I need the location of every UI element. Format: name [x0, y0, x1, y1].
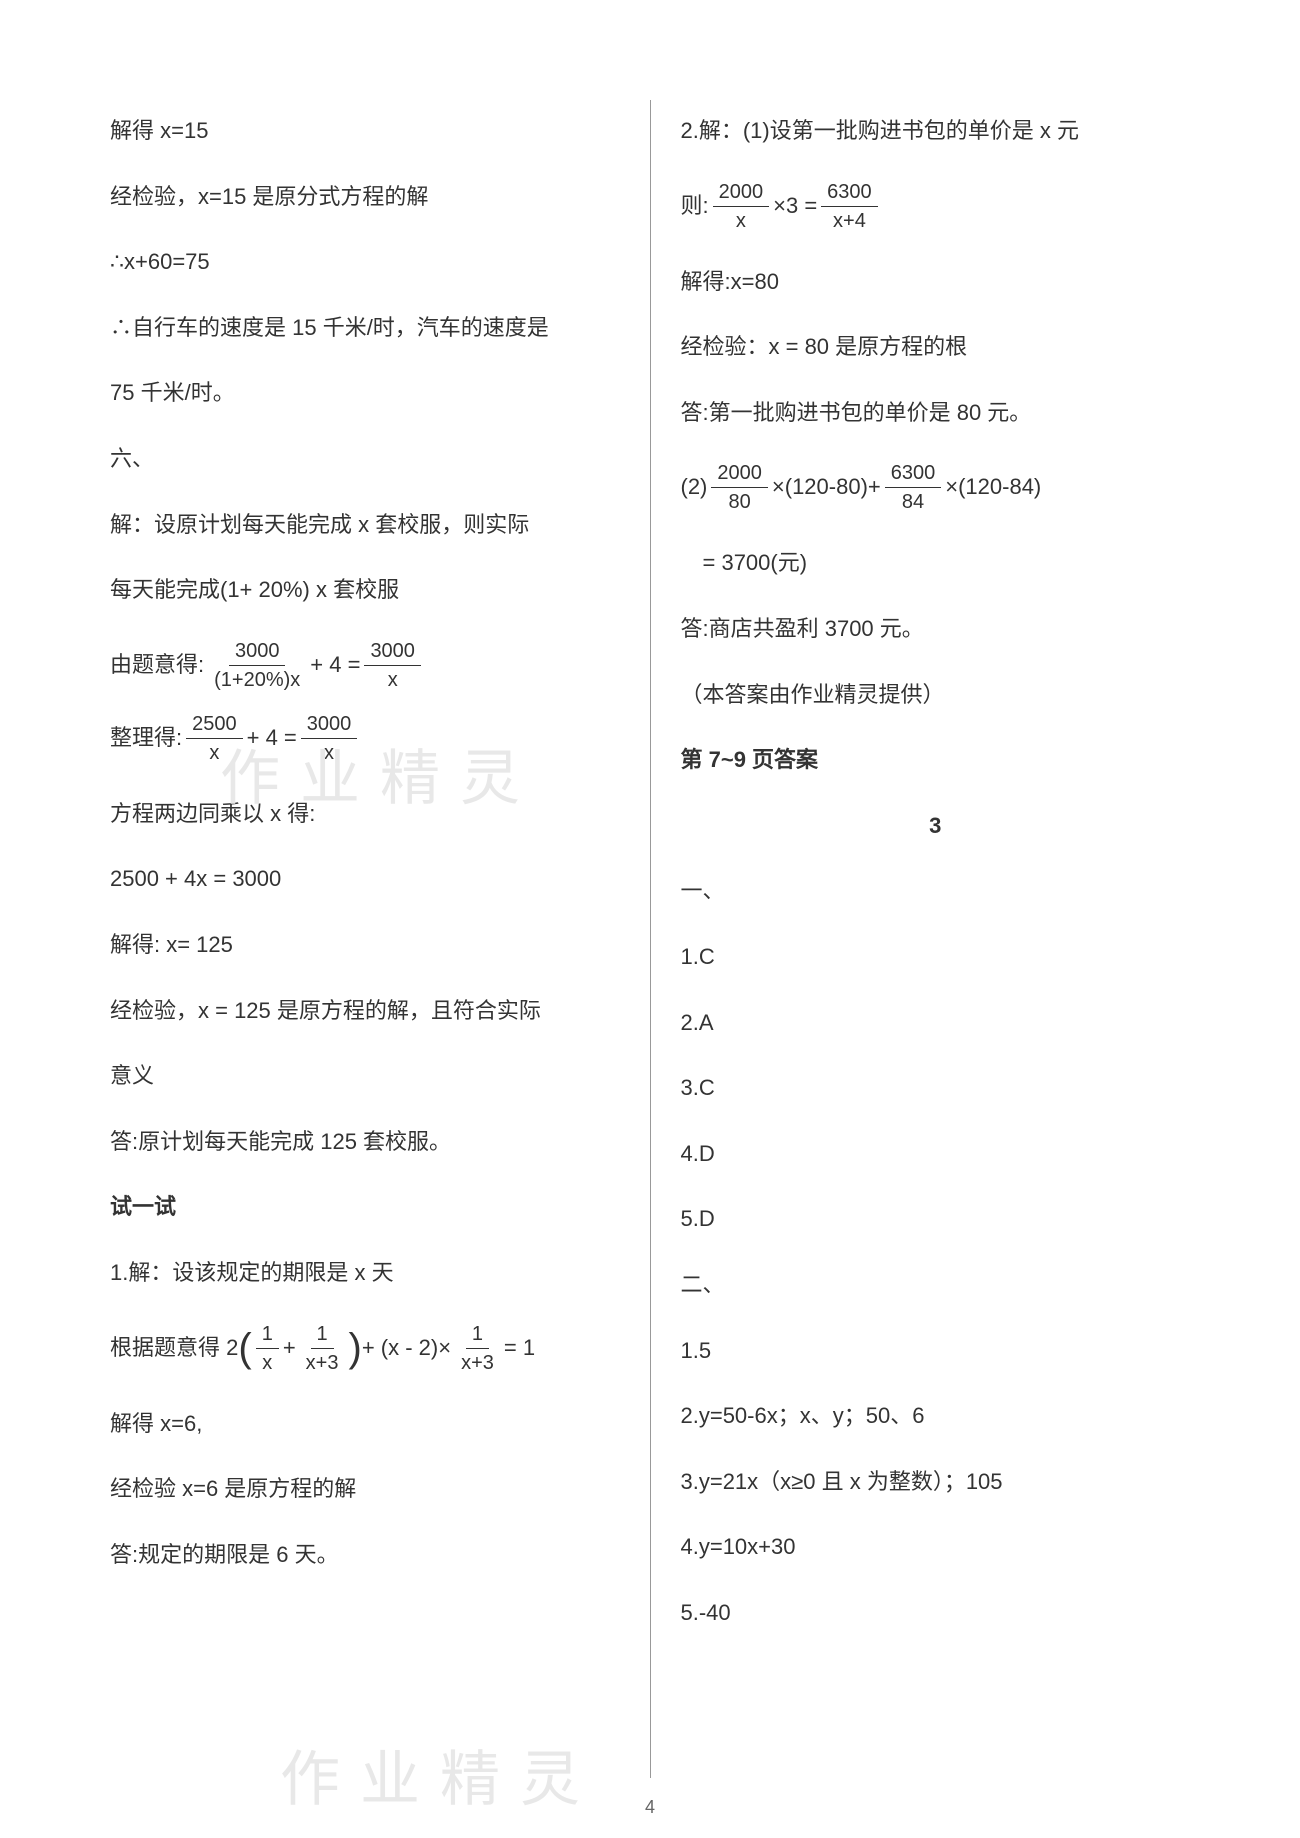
content-columns: 解得 x=15 经检验，x=15 是原分式方程的解 ∴x+60=75 ∴自行车的…: [80, 100, 1220, 1778]
text-line: 经检验 x=6 是原方程的解: [110, 1458, 620, 1520]
formula-text: ×(120-84): [945, 472, 1041, 503]
formula: 整理得: 2500 x + 4 = 3000 x: [110, 710, 620, 767]
text-line: （本答案由作业精灵提供）: [681, 664, 1191, 726]
formula-prefix: (2): [681, 472, 708, 503]
text-line: 2.解：(1)设第一批购进书包的单价是 x 元: [681, 100, 1191, 162]
formula-prefix: 整理得:: [110, 723, 182, 754]
numerator: 1: [311, 1320, 334, 1349]
text-line: 答:规定的期限是 6 天。: [110, 1524, 620, 1586]
formula-prefix: 根据题意得 2: [110, 1333, 238, 1364]
text-line: 解得:x=80: [681, 251, 1191, 313]
fraction: 1 x: [256, 1320, 279, 1377]
text-line: 3.y=21x（x≥0 且 x 为整数）；105: [681, 1451, 1191, 1513]
text-line: 1.解：设该规定的期限是 x 天: [110, 1242, 620, 1304]
numerator: 3000: [301, 710, 358, 739]
text-line: 1.C: [681, 926, 1191, 988]
text-line: 2500 + 4x = 3000: [110, 848, 620, 910]
text-line: = 3700(元): [681, 532, 1191, 594]
formula-text: +: [283, 1333, 296, 1364]
formula-text: ×(120-80)+: [772, 472, 881, 503]
text-line: 每天能完成(1+ 20%) x 套校服: [110, 559, 620, 621]
numerator: 6300: [821, 178, 878, 207]
page-number: 4: [645, 1797, 655, 1818]
text-line: 4.y=10x+30: [681, 1516, 1191, 1578]
heading: 第 7~9 页答案: [681, 729, 1191, 791]
fraction: 1 x+3: [300, 1320, 345, 1377]
denominator: x+3: [455, 1349, 500, 1377]
fraction: 3000 x: [301, 710, 358, 767]
denominator: x: [318, 739, 340, 767]
fraction: 3000 x: [364, 637, 421, 694]
text-line: 意义: [110, 1045, 620, 1107]
formula-text: = 1: [504, 1333, 535, 1364]
text-line: 二、: [681, 1254, 1191, 1316]
formula-text: + (x - 2)×: [362, 1333, 451, 1364]
text-line: 方程两边同乘以 x 得:: [110, 783, 620, 845]
text-line: 4.D: [681, 1123, 1191, 1185]
fraction: 6300 x+4: [821, 178, 878, 235]
numerator: 1: [466, 1320, 489, 1349]
text-line: ∴自行车的速度是 15 千米/时，汽车的速度是: [110, 297, 620, 359]
text-line: 解得 x=15: [110, 100, 620, 162]
formula: (2) 2000 80 ×(120-80)+ 6300 84 ×(120-84): [681, 459, 1191, 516]
text-line: 经检验，x=15 是原分式方程的解: [110, 166, 620, 228]
numerator: 1: [256, 1320, 279, 1349]
fraction: 6300 84: [885, 459, 942, 516]
fraction: 3000 (1+20%)x: [208, 637, 306, 694]
fraction: 1 x+3: [455, 1320, 500, 1377]
denominator: x: [382, 666, 404, 694]
text-line: ∴x+60=75: [110, 231, 620, 293]
text-line: 解：设原计划每天能完成 x 套校服，则实际: [110, 494, 620, 556]
text-line: 解得 x=6,: [110, 1393, 620, 1455]
denominator: 84: [896, 488, 930, 516]
paren-icon: (: [238, 1328, 251, 1368]
text-line: 经检验：x = 80 是原方程的根: [681, 316, 1191, 378]
text-line: 经检验，x = 125 是原方程的解，且符合实际: [110, 980, 620, 1042]
text-line: 75 千米/时。: [110, 362, 620, 424]
text-line: 答:原计划每天能完成 125 套校服。: [110, 1111, 620, 1173]
formula: 由题意得: 3000 (1+20%)x + 4 = 3000 x: [110, 637, 620, 694]
numerator: 3000: [229, 637, 286, 666]
numerator: 6300: [885, 459, 942, 488]
denominator: x: [256, 1349, 278, 1377]
numerator: 2000: [713, 178, 770, 207]
denominator: 80: [723, 488, 757, 516]
text-line: 答:商店共盈利 3700 元。: [681, 598, 1191, 660]
formula-text: + 4 =: [310, 650, 360, 681]
fraction: 2500 x: [186, 710, 243, 767]
paren-icon: ): [348, 1328, 361, 1368]
numerator: 2500: [186, 710, 243, 739]
heading: 3: [681, 795, 1191, 857]
numerator: 3000: [364, 637, 421, 666]
text-line: 六、: [110, 428, 620, 490]
text-line: 解得: x= 125: [110, 914, 620, 976]
right-column: 2.解：(1)设第一批购进书包的单价是 x 元 则: 2000 x ×3 = 6…: [651, 100, 1221, 1778]
fraction: 2000 80: [711, 459, 768, 516]
text-line: 1.5: [681, 1320, 1191, 1382]
formula-prefix: 则:: [681, 191, 709, 222]
text-line: 答:第一批购进书包的单价是 80 元。: [681, 382, 1191, 444]
numerator: 2000: [711, 459, 768, 488]
denominator: x+4: [827, 207, 872, 235]
text-line: 2.A: [681, 992, 1191, 1054]
text-line: 3.C: [681, 1057, 1191, 1119]
formula: 根据题意得 2 ( 1 x + 1 x+3 ) + (x - 2)× 1 x+3…: [110, 1320, 620, 1377]
denominator: (1+20%)x: [208, 666, 306, 694]
text-line: 5.-40: [681, 1582, 1191, 1644]
fraction: 2000 x: [713, 178, 770, 235]
formula-text: ×3 =: [773, 191, 817, 222]
denominator: x: [730, 207, 752, 235]
left-column: 解得 x=15 经检验，x=15 是原分式方程的解 ∴x+60=75 ∴自行车的…: [80, 100, 651, 1778]
heading: 试一试: [110, 1176, 620, 1238]
text-line: 2.y=50-6x；x、y；50、6: [681, 1385, 1191, 1447]
formula-prefix: 由题意得:: [110, 650, 204, 681]
text-line: 5.D: [681, 1188, 1191, 1250]
formula-text: + 4 =: [247, 723, 297, 754]
formula: 则: 2000 x ×3 = 6300 x+4: [681, 178, 1191, 235]
text-line: 一、: [681, 860, 1191, 922]
denominator: x: [203, 739, 225, 767]
denominator: x+3: [300, 1349, 345, 1377]
